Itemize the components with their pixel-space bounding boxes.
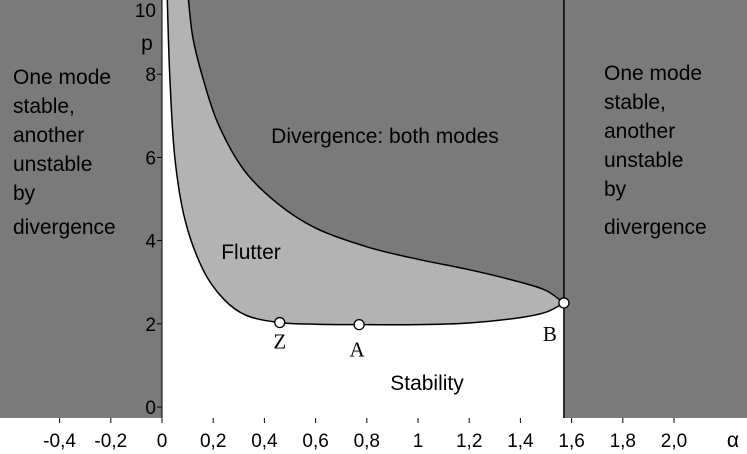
flutter-region-label: Flutter: [221, 241, 281, 264]
marked-point: [353, 318, 365, 331]
left-region-label-line: unstable: [13, 153, 92, 176]
y-axis-label: p: [141, 32, 153, 55]
right-region-label-line: One mode: [604, 62, 702, 85]
right-region-label-line: unstable: [604, 149, 683, 172]
divergence-boundary-curve: [187, 0, 565, 304]
x-tick-label: 0,4: [251, 431, 278, 452]
x-axis-band: [0, 418, 747, 454]
marked-point: [274, 316, 286, 329]
x-axis-label: α: [727, 429, 739, 452]
y-tick-label: 10: [135, 1, 156, 22]
right-region-label-line: divergence: [604, 216, 707, 239]
left-region-label-line: by: [13, 182, 36, 205]
x-tick-label: 0,2: [200, 431, 226, 452]
divergence-region-label: Divergence: both modes: [271, 125, 499, 148]
x-tick-label: 0,6: [302, 431, 328, 452]
x-tick-label: 1: [413, 431, 424, 452]
y-tick-label: 8: [145, 65, 156, 86]
y-tick-label: 0: [145, 398, 156, 419]
stability-region: [162, 0, 564, 418]
marked-point: [558, 297, 570, 309]
x-tick-label: -0,4: [43, 431, 76, 452]
flutter-region: [167, 0, 564, 325]
x-tick-label: 1,2: [456, 431, 482, 452]
right-region-label-line: another: [604, 120, 675, 143]
x-tick-label: 1,4: [507, 431, 534, 452]
x-tick-label: 0,8: [354, 431, 380, 452]
stability-region-label: Stability: [390, 372, 464, 395]
y-tick-label: 2: [145, 315, 156, 336]
x-tick-label: 1,8: [610, 431, 636, 452]
x-tick-label: -0,2: [94, 431, 127, 452]
left-region-label-line: stable,: [13, 95, 75, 118]
x-tick-label: 0: [157, 431, 168, 452]
left-region-label-line: One mode: [13, 66, 111, 89]
y-tick-label: 4: [145, 232, 156, 253]
right-region-label-line: stable,: [604, 91, 666, 114]
marked-point-label: B: [543, 322, 557, 346]
marked-point-label: Z: [273, 330, 286, 354]
x-tick-label: 1,6: [558, 431, 584, 452]
x-tick-label: 2,0: [661, 431, 687, 452]
left-region-label-line: another: [13, 124, 84, 147]
left-region-label-line: divergence: [13, 216, 116, 239]
right-region-label-line: by: [604, 178, 627, 201]
marked-point-label: A: [350, 338, 366, 362]
y-tick-label: 6: [145, 148, 156, 169]
